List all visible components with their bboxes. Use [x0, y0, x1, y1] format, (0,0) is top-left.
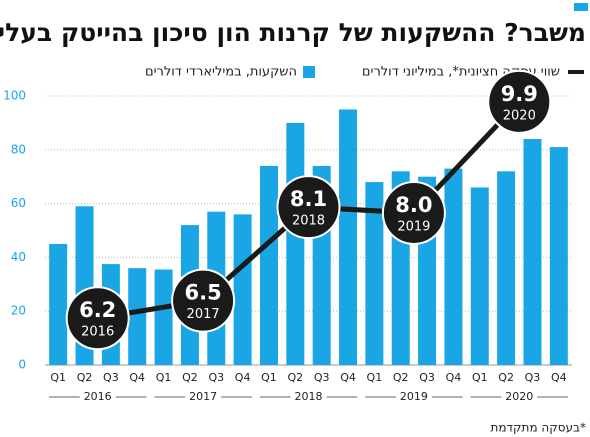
- data-label: 6.5: [184, 281, 221, 305]
- year-label: 2018: [295, 390, 323, 403]
- point: [381, 180, 446, 245]
- x-tick-label: Q3: [419, 371, 435, 384]
- data-label: 6.2: [79, 298, 116, 322]
- bar: [128, 268, 147, 365]
- point: [276, 175, 341, 240]
- data-label: 8.0: [395, 193, 432, 217]
- x-tick-label: Q1: [367, 371, 383, 384]
- x-tick-label: Q3: [103, 371, 119, 384]
- year-label: 2017: [189, 390, 217, 403]
- y-tick-label: 100: [3, 89, 26, 103]
- x-tick-label: Q2: [498, 371, 514, 384]
- x-tick-label: Q1: [156, 371, 172, 384]
- bar: [497, 171, 516, 365]
- point: [65, 286, 130, 351]
- x-tick-label: Q4: [340, 371, 356, 384]
- bar: [549, 147, 568, 365]
- bar: [259, 165, 278, 365]
- x-tick-label: Q3: [314, 371, 330, 384]
- bar: [49, 243, 68, 365]
- bar: [286, 122, 305, 366]
- x-tick-label: Q2: [287, 371, 303, 384]
- point-year: 2016: [81, 325, 114, 340]
- x-tick-label: Q4: [446, 371, 462, 384]
- y-tick-label: 20: [11, 304, 26, 318]
- point: [487, 69, 552, 134]
- point-year: 2019: [397, 219, 430, 234]
- y-tick-label: 40: [11, 250, 26, 264]
- legend-label: השקעות, במיליארדי דולרים: [145, 65, 297, 80]
- x-tick-label: Q1: [261, 371, 277, 384]
- x-tick-label: Q2: [393, 371, 409, 384]
- legend-swatch: [303, 66, 315, 78]
- footnote: *בעסקה מתקדמת: [490, 421, 586, 435]
- x-tick-label: Q4: [235, 371, 251, 384]
- x-tick-label: Q3: [208, 371, 224, 384]
- point: [171, 268, 236, 333]
- bar: [523, 139, 542, 365]
- x-tick-label: Q4: [551, 371, 567, 384]
- data-label: 9.9: [501, 82, 538, 106]
- x-tick-label: Q2: [77, 371, 93, 384]
- x-tick-label: Q3: [525, 371, 541, 384]
- point-year: 2018: [292, 214, 325, 229]
- bar: [470, 187, 489, 365]
- data-label: 8.1: [290, 187, 327, 211]
- point-year: 2017: [187, 307, 220, 322]
- x-tick-label: Q4: [129, 371, 145, 384]
- bar: [365, 182, 384, 365]
- year-label: 2016: [84, 390, 112, 403]
- y-tick-label: 60: [11, 196, 26, 210]
- bar: [339, 109, 358, 365]
- bar: [233, 214, 252, 365]
- x-tick-label: Q1: [472, 371, 488, 384]
- year-label: 2019: [400, 390, 428, 403]
- x-tick-label: Q2: [182, 371, 198, 384]
- y-tick-label: 0: [18, 358, 26, 372]
- bar: [444, 168, 463, 365]
- point-year: 2020: [503, 108, 536, 123]
- chart-title: משבר? ההשקעות של קרנות הון סיכון בהייטק …: [0, 18, 586, 47]
- title-accent: [574, 3, 588, 11]
- bar: [154, 269, 173, 365]
- year-label: 2020: [505, 390, 533, 403]
- x-tick-label: Q1: [50, 371, 66, 384]
- y-tick-label: 80: [11, 142, 26, 156]
